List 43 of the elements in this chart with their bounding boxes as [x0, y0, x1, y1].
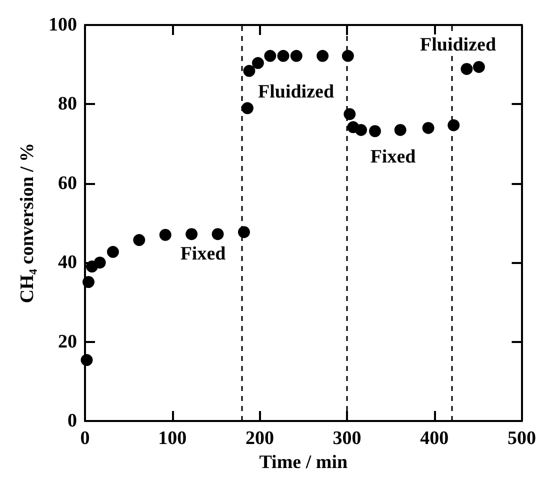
y-tick-label: 0: [68, 410, 77, 432]
x-tick-label: 200: [245, 428, 274, 449]
point: [344, 108, 356, 120]
annotation: Fixed: [180, 244, 226, 264]
point: [355, 124, 368, 136]
x-axis-title: Time / min: [259, 452, 348, 473]
point: [238, 226, 250, 238]
x-tick-label: 100: [158, 428, 187, 449]
point: [133, 234, 146, 246]
y-axis-title: CH₄ conversion / %: [17, 142, 38, 304]
point: [277, 50, 290, 62]
point: [159, 228, 172, 241]
point: [252, 57, 264, 70]
annotation: Fluidized: [420, 34, 496, 56]
annotation: Fluidized: [258, 82, 334, 102]
point: [460, 62, 473, 75]
x-tick-label: 0: [80, 428, 90, 449]
y-tick-label: 80: [58, 94, 77, 115]
point: [394, 124, 406, 136]
point: [80, 354, 93, 366]
point: [422, 122, 434, 134]
y-tick-label: 100: [48, 14, 77, 36]
annotation: Fixed: [370, 146, 416, 168]
point: [212, 228, 224, 240]
point: [243, 64, 256, 77]
point: [472, 60, 485, 73]
point: [186, 228, 198, 240]
x-tick-label: 400: [420, 428, 449, 449]
point: [342, 50, 354, 62]
y-tick-label: 60: [58, 172, 77, 194]
point: [369, 125, 381, 138]
y-tick-label: 20: [58, 331, 77, 352]
x-tick-label: 300: [332, 428, 362, 449]
point: [290, 50, 302, 62]
point: [94, 256, 106, 269]
point: [241, 102, 254, 114]
y-tick-label: 40: [58, 252, 77, 274]
point: [264, 50, 276, 62]
point: [316, 50, 329, 62]
point: [448, 119, 460, 132]
point: [82, 276, 94, 288]
point: [106, 246, 119, 258]
x-tick-label: 500: [508, 428, 536, 449]
